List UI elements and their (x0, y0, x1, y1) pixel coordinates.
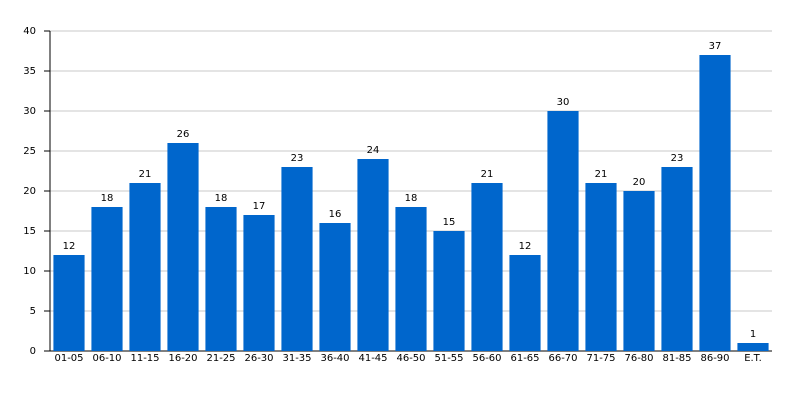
bar (509, 255, 541, 351)
bar (471, 183, 503, 351)
y-tick-label: 0 (30, 346, 36, 357)
value-label: 24 (367, 145, 380, 156)
bar (319, 223, 351, 351)
value-label: 37 (709, 41, 722, 52)
y-tick-label: 25 (23, 146, 36, 157)
x-tick-label: 56-60 (472, 353, 501, 364)
value-label: 1 (750, 329, 756, 340)
bar (53, 255, 85, 351)
y-tick-label: 30 (23, 106, 36, 117)
value-label: 23 (291, 153, 304, 164)
x-tick-label: 21-25 (206, 353, 235, 364)
value-label: 21 (139, 169, 152, 180)
bar (737, 343, 769, 351)
bar (91, 207, 123, 351)
x-tick-label: 86-90 (700, 353, 729, 364)
x-tick-label: 06-10 (92, 353, 121, 364)
x-tick-label: 76-80 (624, 353, 653, 364)
bar (281, 167, 313, 351)
value-label: 12 (519, 241, 532, 252)
value-label: 15 (443, 217, 456, 228)
x-tick-label: 81-85 (662, 353, 691, 364)
x-tick-label: 51-55 (434, 353, 463, 364)
bar (623, 191, 655, 351)
x-tick-label: 71-75 (586, 353, 615, 364)
bar (243, 215, 275, 351)
bar (129, 183, 161, 351)
value-label: 26 (177, 129, 190, 140)
x-tick-label: 66-70 (548, 353, 577, 364)
bar (395, 207, 427, 351)
x-tick-label: E.T. (744, 353, 762, 364)
bar (585, 183, 617, 351)
bar (699, 55, 731, 351)
value-label: 18 (101, 193, 114, 204)
bar (433, 231, 465, 351)
value-label: 16 (329, 209, 342, 220)
y-tick-label: 5 (30, 306, 36, 317)
y-tick-label: 20 (23, 186, 36, 197)
y-tick-label: 35 (23, 66, 36, 77)
x-tick-label: 31-35 (282, 353, 311, 364)
y-tick-label: 10 (23, 266, 36, 277)
value-label: 21 (481, 169, 494, 180)
x-tick-label: 11-15 (130, 353, 159, 364)
x-tick-label: 36-40 (320, 353, 349, 364)
value-label: 23 (671, 153, 684, 164)
x-tick-label: 41-45 (358, 353, 387, 364)
value-label: 12 (63, 241, 76, 252)
value-label: 21 (595, 169, 608, 180)
value-label: 20 (633, 177, 646, 188)
x-tick-label: 01-05 (54, 353, 83, 364)
y-tick-label: 15 (23, 226, 36, 237)
x-tick-label: 61-65 (510, 353, 539, 364)
bar (661, 167, 693, 351)
bar (547, 111, 579, 351)
value-label: 30 (557, 97, 570, 108)
x-tick-label: 26-30 (244, 353, 273, 364)
x-tick-label: 46-50 (396, 353, 425, 364)
value-label: 17 (253, 201, 266, 212)
value-label: 18 (405, 193, 418, 204)
y-tick-label: 40 (23, 26, 36, 37)
x-tick-label: 16-20 (168, 353, 197, 364)
value-label: 18 (215, 193, 228, 204)
bar (357, 159, 389, 351)
bar (205, 207, 237, 351)
bar (167, 143, 199, 351)
